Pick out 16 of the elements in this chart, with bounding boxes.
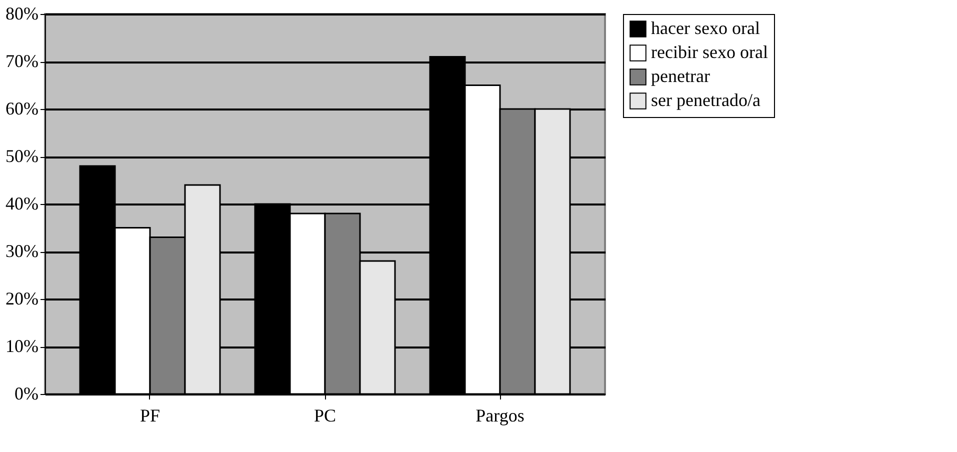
y-tick-label: 30% — [6, 241, 38, 261]
x-tick-label: PF — [140, 406, 160, 426]
y-tick-label: 70% — [6, 51, 38, 71]
x-tick-label: PC — [314, 406, 336, 426]
legend-label: recibir sexo oral — [651, 42, 768, 62]
legend-label: hacer sexo oral — [651, 18, 760, 38]
legend-label: penetrar — [651, 66, 710, 86]
y-tick-label: 60% — [6, 98, 38, 118]
y-tick-label: 50% — [6, 146, 38, 166]
y-tick-label: 0% — [14, 384, 38, 404]
x-tick-label: Pargos — [476, 406, 524, 426]
y-tick-label: 10% — [6, 336, 38, 356]
legend-label: ser penetrado/a — [651, 90, 760, 110]
y-tick-label: 80% — [6, 4, 38, 24]
y-tick-label: 40% — [6, 194, 38, 214]
y-tick-label: 20% — [6, 288, 38, 308]
